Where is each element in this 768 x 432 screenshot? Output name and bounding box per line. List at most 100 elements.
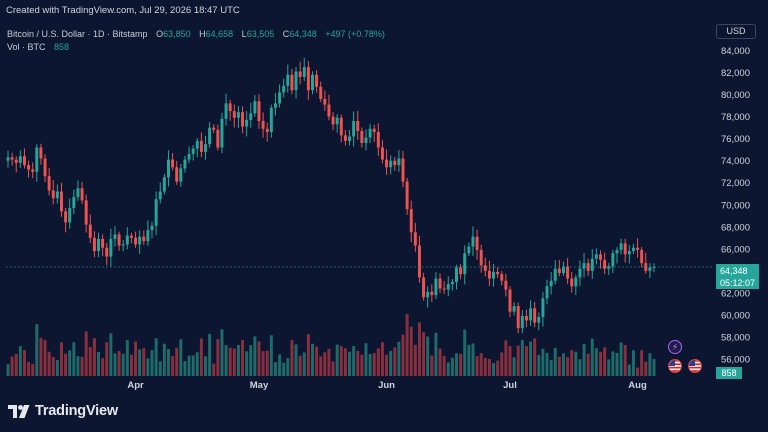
candle-body <box>265 128 269 133</box>
candle-body <box>455 267 458 282</box>
candle-body <box>426 291 430 298</box>
volume-bar <box>508 345 512 376</box>
volume-bar <box>500 352 504 376</box>
volume-bar <box>401 334 405 376</box>
tradingview-logo: TradingView <box>8 403 118 419</box>
candle-body <box>101 238 105 248</box>
volume-bar <box>158 361 162 376</box>
volume-bar <box>356 350 360 376</box>
volume-bar <box>574 351 578 376</box>
candle-body <box>68 208 72 223</box>
volume-bar <box>397 341 401 376</box>
candle-body <box>590 258 594 271</box>
candle-body <box>516 306 520 329</box>
candle-body <box>224 103 228 119</box>
volume-bar <box>60 342 63 376</box>
volume-bar <box>72 342 76 376</box>
volume-bar <box>51 357 55 376</box>
candle-body <box>294 71 298 91</box>
volume-bar <box>446 362 450 376</box>
candle-body <box>298 71 302 77</box>
volume-bar <box>232 348 236 376</box>
candle-body <box>405 181 409 210</box>
last-price-tag: 64,348 05:12:07 <box>716 264 759 289</box>
candle-body <box>561 266 565 274</box>
volume-bar <box>150 350 154 376</box>
candle-body <box>434 278 438 296</box>
close-value: 64,348 <box>289 29 317 39</box>
candle-body <box>364 137 368 144</box>
x-tick-label: Jun <box>378 380 395 391</box>
volume-bar <box>405 314 409 376</box>
candle-body <box>216 129 220 148</box>
candle-body <box>570 278 574 287</box>
candle-body <box>228 103 232 112</box>
candle-body <box>162 177 166 192</box>
volume-bar <box>512 357 516 376</box>
volume-bar <box>566 357 570 376</box>
currency-button[interactable]: USD <box>716 24 756 39</box>
candle-body <box>138 236 142 245</box>
volume-bar <box>479 353 483 376</box>
volume-bar <box>590 338 594 376</box>
volume-bar <box>504 340 508 376</box>
volume-bar <box>496 360 500 376</box>
volume-bar <box>220 329 224 376</box>
y-tick-label: 68,000 <box>721 222 750 233</box>
candle-body <box>467 246 471 254</box>
flash-icon[interactable]: ⚡ <box>668 340 682 354</box>
candle-body <box>51 190 55 199</box>
volume-bar <box>261 351 265 376</box>
candle-body <box>22 156 26 166</box>
candle-body <box>640 249 644 264</box>
volume-bar <box>253 336 257 376</box>
us-flag-icon[interactable] <box>668 359 682 373</box>
volume-title: Vol · BTC <box>7 42 46 52</box>
volume-bar <box>212 363 216 376</box>
volume-bar <box>162 343 166 376</box>
volume-bar <box>368 354 372 376</box>
volume-bar <box>298 355 302 376</box>
volume-bar <box>134 341 138 376</box>
candle-body <box>520 316 524 329</box>
candle-body <box>47 176 51 191</box>
candle-body <box>582 263 586 269</box>
volume-bar <box>348 351 351 376</box>
volume-bar <box>343 348 347 376</box>
candle-body <box>286 74 290 86</box>
candle-body <box>401 158 405 182</box>
low-value: 63,505 <box>246 29 275 39</box>
candle-body <box>109 238 113 257</box>
volume-bar <box>125 340 129 376</box>
candle-body <box>574 277 578 287</box>
volume-bar <box>380 342 384 376</box>
candle-body <box>183 159 187 169</box>
us-flag-icon[interactable] <box>688 359 702 373</box>
candle-body <box>438 278 442 289</box>
candle-body <box>541 298 545 318</box>
candle-body <box>615 249 619 254</box>
volume-bar <box>97 351 101 376</box>
candle-body <box>257 101 261 122</box>
candle-body <box>343 135 347 141</box>
volume-bar <box>430 355 434 376</box>
volume-bar <box>199 338 203 376</box>
candle-body <box>129 235 133 238</box>
candle-body <box>603 259 607 269</box>
volume-bar <box>459 353 463 376</box>
volume-bar <box>352 346 356 376</box>
volume-bar <box>586 353 590 376</box>
volume-bar <box>68 350 72 376</box>
candle-body <box>553 268 557 281</box>
candle-body <box>245 119 249 127</box>
volume-bar <box>257 341 261 376</box>
volume-bar <box>364 343 368 376</box>
candle-body <box>302 67 306 77</box>
volume-bar <box>570 350 574 376</box>
candle-body <box>508 289 512 312</box>
volume-bar <box>594 348 598 376</box>
volume-bar <box>487 359 491 376</box>
volume-bar <box>582 343 586 376</box>
volume-bar <box>64 353 68 376</box>
